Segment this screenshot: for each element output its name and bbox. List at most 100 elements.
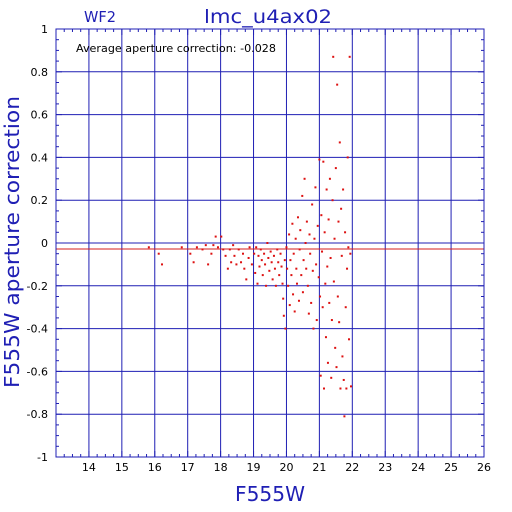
data-point [344,306,347,309]
data-point [329,256,332,259]
data-point [283,259,286,262]
data-point [321,306,324,309]
data-point [294,237,297,240]
data-point [248,246,251,249]
data-point [255,246,258,249]
data-point [345,387,348,390]
data-point [214,235,217,238]
data-point [226,267,229,270]
data-point [305,220,308,223]
data-point [330,319,333,322]
data-point [261,274,264,277]
data-point [180,246,183,249]
data-point [278,274,281,277]
x-tick-label: 26 [477,461,491,474]
data-point [322,160,325,163]
data-point [333,237,336,240]
data-point [230,261,233,264]
data-point [323,231,326,234]
data-point [287,284,290,287]
data-point [268,269,271,272]
data-point [347,246,350,249]
data-point [253,252,256,255]
data-point [247,256,250,259]
data-point [228,248,231,251]
data-point [302,259,305,262]
y-tick-labels: -1 -0.8 -0.6 -0.4 -0.2 0 0.2 0.4 0.6 0.8 1 [27,23,48,464]
data-point [216,246,219,249]
data-point [341,355,344,358]
axis-ticks [55,28,485,458]
data-point [327,218,330,221]
data-point [295,267,298,270]
x-tick-label: 15 [115,461,129,474]
data-point [265,284,268,287]
data-point [309,252,312,255]
data-point [324,282,327,285]
x-tick-label: 20 [279,461,293,474]
data-point [326,265,329,268]
data-point [307,312,310,315]
data-point [312,327,315,330]
y-tick-label: 0.2 [31,194,49,207]
x-tick-labels: 14 15 16 17 18 19 20 21 22 23 24 25 26 [82,461,491,474]
data-point [271,278,274,281]
data-point [310,301,313,304]
data-point [301,194,304,197]
x-tick-label: 22 [345,461,359,474]
data-point [332,55,335,58]
data-point [315,319,318,322]
data-point [320,214,323,217]
data-points [147,55,352,418]
data-point [326,361,329,364]
data-point [325,188,328,191]
data-point [195,246,198,249]
data-point [207,263,210,266]
data-point [299,229,302,232]
data-point [316,224,319,227]
data-point [235,263,238,266]
data-point [297,299,300,302]
data-point [204,244,207,247]
data-point [308,233,311,236]
data-point [346,267,349,270]
data-point [224,254,227,257]
data-point [336,295,339,298]
data-point [322,387,325,390]
data-point [242,252,245,255]
reference-lines [56,242,484,250]
data-point [348,55,351,58]
data-point [289,259,292,262]
data-point [243,267,246,270]
data-point [337,220,340,223]
data-point [240,261,243,264]
data-point [334,346,337,349]
data-point [270,261,273,264]
x-tick-label: 18 [214,461,228,474]
data-point [279,252,282,255]
y-tick-label: 0.6 [31,109,49,122]
data-point [264,263,267,266]
data-point [336,83,339,86]
data-point [273,267,276,270]
data-point [161,263,164,266]
y-tick-label: 0.4 [31,151,49,164]
data-point [328,301,331,304]
data-point [258,265,261,268]
data-point [311,269,314,272]
data-point [332,280,335,283]
data-point [192,261,195,264]
data-point [274,284,277,287]
y-tick-label: -0.4 [27,323,48,336]
data-point [338,141,341,144]
data-point [339,387,342,390]
x-tick-label: 21 [312,461,326,474]
x-tick-label: 19 [247,461,261,474]
data-point [288,233,291,236]
data-point [306,284,309,287]
data-point [250,263,253,266]
data-point [284,327,287,330]
data-point [282,297,285,300]
data-point [285,246,288,249]
